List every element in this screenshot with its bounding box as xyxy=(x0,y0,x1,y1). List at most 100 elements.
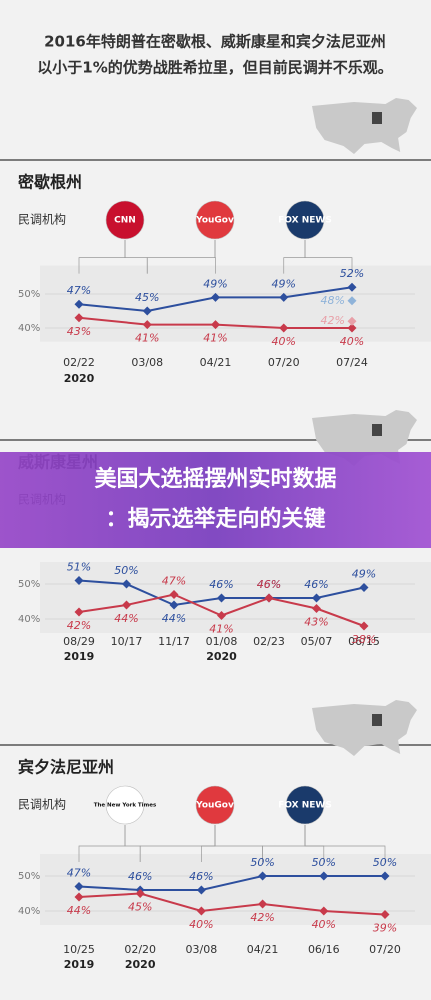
pollster-name: YouGov xyxy=(195,216,234,226)
value-label: 52% xyxy=(340,267,364,280)
map-state xyxy=(372,714,382,726)
data-point xyxy=(380,871,390,881)
x-tick-label: 02/20 xyxy=(124,943,156,956)
data-point xyxy=(359,621,369,631)
x-tick-label: 06/16 xyxy=(308,943,340,956)
connector xyxy=(304,240,353,274)
x-tick-label: 03/08 xyxy=(186,943,218,956)
pollster-logo xyxy=(285,785,325,825)
value-label: 46% xyxy=(257,578,281,591)
year-label: 2020 xyxy=(64,372,95,385)
pollster-name: FOX NEWS xyxy=(278,801,332,811)
x-tick-label: 01/08 xyxy=(206,635,238,648)
data-point xyxy=(217,593,226,603)
value-label: 42% xyxy=(67,619,91,632)
year-label: 2019 xyxy=(64,958,95,971)
value-label: 50% xyxy=(373,856,397,869)
value-label: 38% xyxy=(352,633,376,646)
banner-line: 美国大选摇摆州实时数据 xyxy=(94,467,337,492)
value-label: 41% xyxy=(209,623,233,636)
x-tick-label: 02/23 xyxy=(253,635,285,648)
value-label: 43% xyxy=(304,616,328,629)
value-label: 47% xyxy=(67,284,91,297)
value-label: 46% xyxy=(304,578,328,591)
x-tick-label: 10/17 xyxy=(111,635,143,648)
x-tick-label: 02/22 xyxy=(63,356,95,369)
value-label: 47% xyxy=(162,575,186,588)
data-point xyxy=(74,607,84,617)
map-state xyxy=(372,112,382,124)
map xyxy=(312,98,417,154)
section-title: 宾夕法尼亚州 xyxy=(18,758,114,777)
x-tick-label: 04/21 xyxy=(247,943,279,956)
data-point xyxy=(347,296,357,306)
value-label: 46% xyxy=(189,870,213,883)
data-point xyxy=(312,593,321,603)
y-tick-label: 50% xyxy=(18,579,40,590)
x-tick-label: 04/21 xyxy=(200,356,232,369)
data-point xyxy=(264,593,274,603)
value-label: 40% xyxy=(340,335,364,348)
data-point xyxy=(211,292,220,302)
data-point xyxy=(74,576,84,585)
data-point xyxy=(169,600,179,610)
value-label: 51% xyxy=(67,561,91,574)
banner: 美国大选摇摆州实时数据 ：揭示选举走向的关键 xyxy=(0,452,431,548)
data-point xyxy=(258,899,268,909)
value-label: 50% xyxy=(312,856,336,869)
header-line: 以小于1%的优势战胜希拉里，但目前民调并不乐观。 xyxy=(37,59,392,77)
value-label: 49% xyxy=(272,277,296,290)
data-point xyxy=(359,583,369,592)
data-point xyxy=(211,320,220,330)
x-tick-label: 07/20 xyxy=(369,943,401,956)
map-state xyxy=(372,424,382,436)
x-tick-label: 08/29 xyxy=(63,635,95,648)
value-label: 45% xyxy=(128,901,152,914)
value-label: 40% xyxy=(272,335,296,348)
data-point xyxy=(258,871,268,881)
value-label: 40% xyxy=(189,918,213,931)
series-line xyxy=(78,875,385,891)
data-point xyxy=(196,906,206,916)
pollster-label: 民调机构 xyxy=(18,797,66,812)
y-tick-label: 40% xyxy=(18,323,40,334)
x-tick-label: 07/24 xyxy=(336,356,368,369)
year-label: 2019 xyxy=(64,650,95,663)
connector xyxy=(304,825,386,862)
x-tick-label: 11/17 xyxy=(158,635,190,648)
value-label: 46% xyxy=(257,578,281,591)
value-label: 39% xyxy=(373,922,397,935)
data-point xyxy=(217,611,226,620)
value-label: 50% xyxy=(250,856,274,869)
data-point xyxy=(142,320,152,330)
y-tick-label: 50% xyxy=(18,871,40,882)
value-label: 42% xyxy=(321,314,345,327)
data-point xyxy=(347,323,357,333)
value-label: 46% xyxy=(209,578,233,591)
y-tick-label: 40% xyxy=(18,906,40,917)
pollster-name: CNN xyxy=(114,216,136,226)
year-label: 2020 xyxy=(206,650,237,663)
value-label: 50% xyxy=(114,564,138,577)
value-label: 45% xyxy=(135,291,159,304)
data-point xyxy=(279,292,289,302)
x-tick-label: 05/07 xyxy=(301,635,333,648)
value-label: 44% xyxy=(114,612,138,625)
value-label: 47% xyxy=(67,867,91,880)
pollster-logo xyxy=(105,785,145,825)
value-label: 46% xyxy=(128,870,152,883)
data-point xyxy=(142,306,152,316)
data-point xyxy=(319,906,329,916)
y-tick-label: 50% xyxy=(18,289,40,300)
pollster-logo xyxy=(195,785,235,825)
section-title: 密歇根州 xyxy=(17,173,82,192)
data-point xyxy=(135,889,145,898)
pollster-label: 民调机构 xyxy=(18,212,66,227)
value-label: 41% xyxy=(203,332,227,345)
value-label: 41% xyxy=(135,332,159,345)
pollster-logo xyxy=(285,200,325,240)
data-point xyxy=(380,910,390,919)
plot-band xyxy=(40,265,431,342)
data-point xyxy=(122,579,131,589)
